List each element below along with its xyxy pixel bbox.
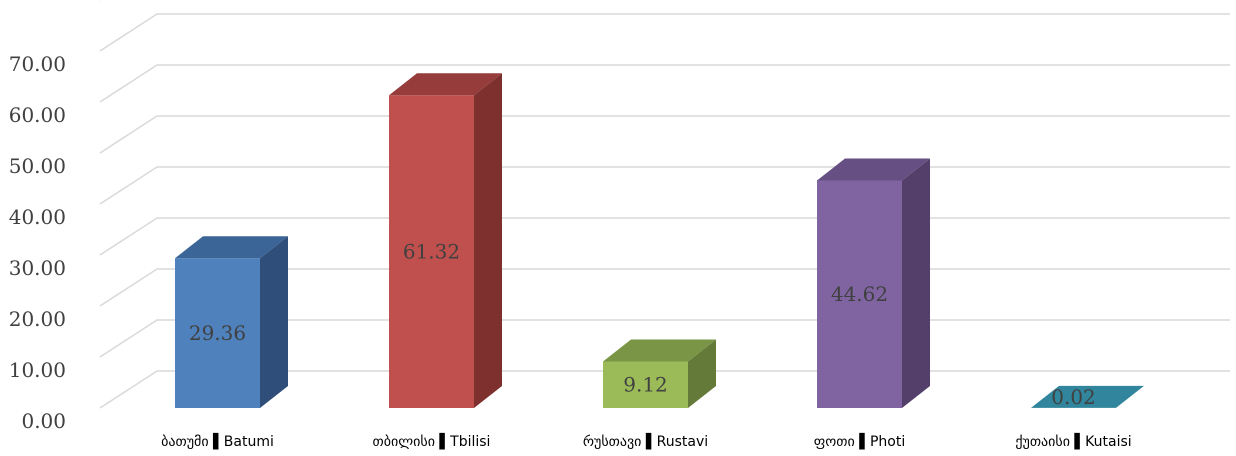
y-tick-label: 0.00 [21,409,66,433]
bar-front [175,258,260,408]
gridline-50 [99,115,1230,154]
y-tick-label: 60.00 [9,103,66,127]
data-label: 61.32 [403,240,460,264]
bar-5 [1031,385,1144,408]
gridline-40 [99,166,1230,205]
x-tick-label: რუსთავი ▌Rustavi [583,432,708,450]
bar-front [389,95,474,408]
bars [175,73,1144,408]
data-label: 0.02 [1051,385,1096,409]
bar-2 [389,73,502,408]
bar-side [902,158,930,408]
x-axis-ticks: ბათუმი ▌Batumi თბილისი ▌Tbilisi რუსთავი ▌R… [161,432,1132,450]
gridline-70 [99,13,1230,52]
bar-top [1031,385,1144,408]
y-tick-label: 50.00 [9,154,66,178]
y-axis-ticks: 0.00 10.00 20.00 30.00 40.00 50.00 60.00 70.00 [9,52,66,433]
data-label: 44.62 [831,282,888,306]
data-labels: 29.36 61.32 9.12 44.62 0.02 [189,240,1096,409]
x-tick-label: ბათუმი ▌Batumi [161,432,274,450]
x-tick-label: თბილისი ▌Tbilisi [373,432,491,450]
y-tick-label: 30.00 [9,256,66,280]
x-tick-label: ქუთაისი ▌Kutaisi [1015,432,1131,450]
bar-front [603,361,688,408]
data-label: 9.12 [623,373,668,397]
data-label: 29.36 [189,321,246,345]
bar-side [688,339,716,408]
y-tick-label: 40.00 [9,205,66,229]
bar-top [817,158,930,181]
bar-top [389,73,502,96]
bar-front [817,180,902,408]
x-tick-label: ფოთი ▌Photi [814,432,906,450]
bar-4 [817,158,930,408]
y-tick-label: 10.00 [9,358,66,382]
bar-3 [603,339,716,408]
bar-top [175,236,288,259]
gridlines [99,0,1230,409]
bar-side [260,236,288,408]
bar-1 [175,236,288,408]
bar-top [603,339,716,362]
gridline-60 [99,64,1230,103]
bar-side [474,73,502,408]
y-tick-label: 70.00 [9,52,66,76]
y-tick-label: 20.00 [9,307,66,331]
